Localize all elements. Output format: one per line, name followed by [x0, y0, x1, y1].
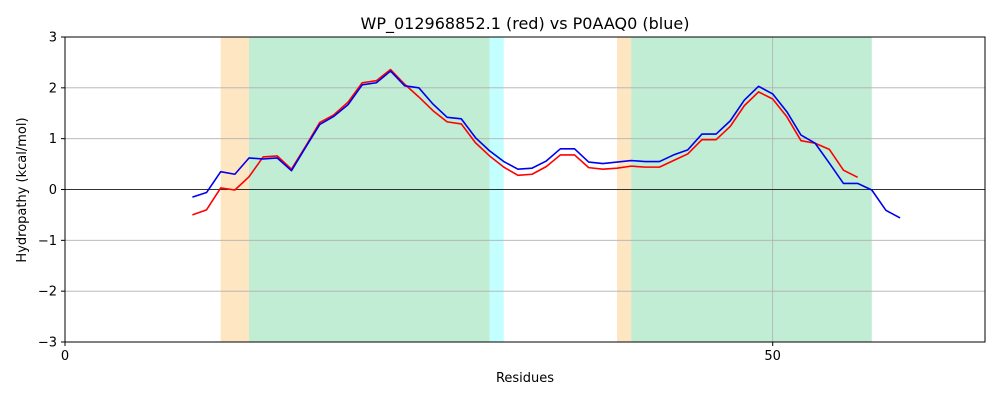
- y-tick-label-0: −3: [38, 336, 57, 351]
- y-tick-label-1: −2: [38, 285, 57, 300]
- x-tick-label-0: 0: [61, 349, 69, 364]
- y-axis-label: Hydropathy (kcal/mol): [15, 117, 30, 262]
- chart-title: WP_012968852.1 (red) vs P0AAQ0 (blue): [361, 14, 690, 34]
- y-tick-label-2: −1: [38, 234, 57, 249]
- data-series: [192, 68, 901, 219]
- series-line-P0AAQ0: [192, 70, 901, 219]
- axis-ticks: −3 −2 −1 0 1 2 3 0 50: [38, 31, 781, 365]
- grid-lines: [65, 37, 985, 342]
- y-tick-label-5: 2: [49, 81, 57, 96]
- y-tick-label-3: 0: [49, 183, 57, 198]
- y-tick-label-4: 1: [49, 132, 57, 147]
- x-tick-label-1: 50: [764, 349, 781, 364]
- y-tick-label-6: 3: [49, 31, 57, 46]
- x-axis-label: Residues: [496, 371, 554, 386]
